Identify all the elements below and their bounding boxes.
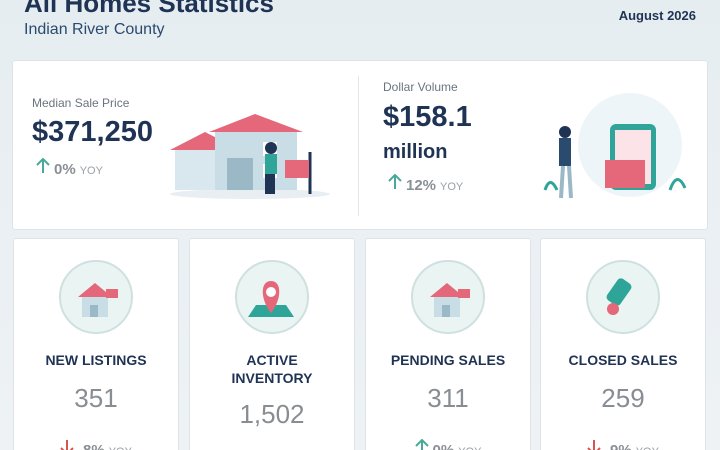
summary-value: $158.1 xyxy=(383,101,472,133)
title: All Homes Statistics xyxy=(24,0,274,18)
card-change: 0%YOY xyxy=(366,439,530,450)
card-change: -9% YOY xyxy=(541,439,705,450)
card-value: 311 xyxy=(427,383,469,413)
summary-label: Dollar Volume xyxy=(383,80,458,94)
house-illustration xyxy=(170,114,330,199)
arrow-up xyxy=(36,158,50,173)
stat-card: PENDING SALES 311 0%YOY xyxy=(365,238,531,450)
change-period: YOY xyxy=(79,165,103,177)
change-period: YOY xyxy=(458,446,481,450)
change-period: YOY xyxy=(440,181,464,193)
card-label: PENDING SALES xyxy=(390,352,506,368)
card-value: 259 xyxy=(601,383,645,413)
summary-label: Median Sale Price xyxy=(32,96,130,110)
icon-graphic xyxy=(411,260,485,334)
summary-value: $371,250 xyxy=(32,116,153,148)
icon-graphic xyxy=(235,260,309,334)
divider xyxy=(358,76,359,216)
change-value: -8% xyxy=(78,442,105,450)
arrow-up xyxy=(414,439,429,450)
subtitle: Indian River County xyxy=(24,21,165,38)
arrow-down xyxy=(60,440,74,450)
date: August 2026 xyxy=(618,8,696,23)
change-value: -9% xyxy=(605,442,632,450)
icon xyxy=(234,259,310,340)
card-value: 351 xyxy=(74,383,118,413)
icon xyxy=(58,259,134,340)
change-period: YOY xyxy=(109,446,132,450)
summary-unit: million xyxy=(383,141,448,163)
change-value: 0% xyxy=(433,442,455,450)
card-label: ACTIVE INVENTORY xyxy=(231,352,313,386)
arrow-up xyxy=(388,174,402,189)
money-illustration xyxy=(543,93,687,199)
icon-graphic xyxy=(59,260,133,334)
stat-card: ACTIVE INVENTORY 1,502 xyxy=(189,238,355,450)
card-label: NEW LISTINGS xyxy=(45,352,147,368)
change-value: 12% xyxy=(406,177,437,194)
card-change: -8% YOY xyxy=(14,439,178,450)
icon xyxy=(410,259,486,340)
change-period: YOY xyxy=(636,446,659,450)
change-value: 0% xyxy=(54,161,76,178)
card-value: 1,502 xyxy=(239,399,305,429)
arrow-down xyxy=(587,440,601,450)
summary-change: 0% YOY xyxy=(36,158,103,178)
summary-change: 12% YOY xyxy=(388,174,463,194)
card-label: CLOSED SALES xyxy=(568,352,678,368)
stat-card: NEW LISTINGS 351 -8% YOY xyxy=(13,238,179,450)
icon xyxy=(585,259,661,340)
stat-card: CLOSED SALES 259 -9% YOY xyxy=(540,238,706,450)
icon-graphic xyxy=(586,260,660,334)
